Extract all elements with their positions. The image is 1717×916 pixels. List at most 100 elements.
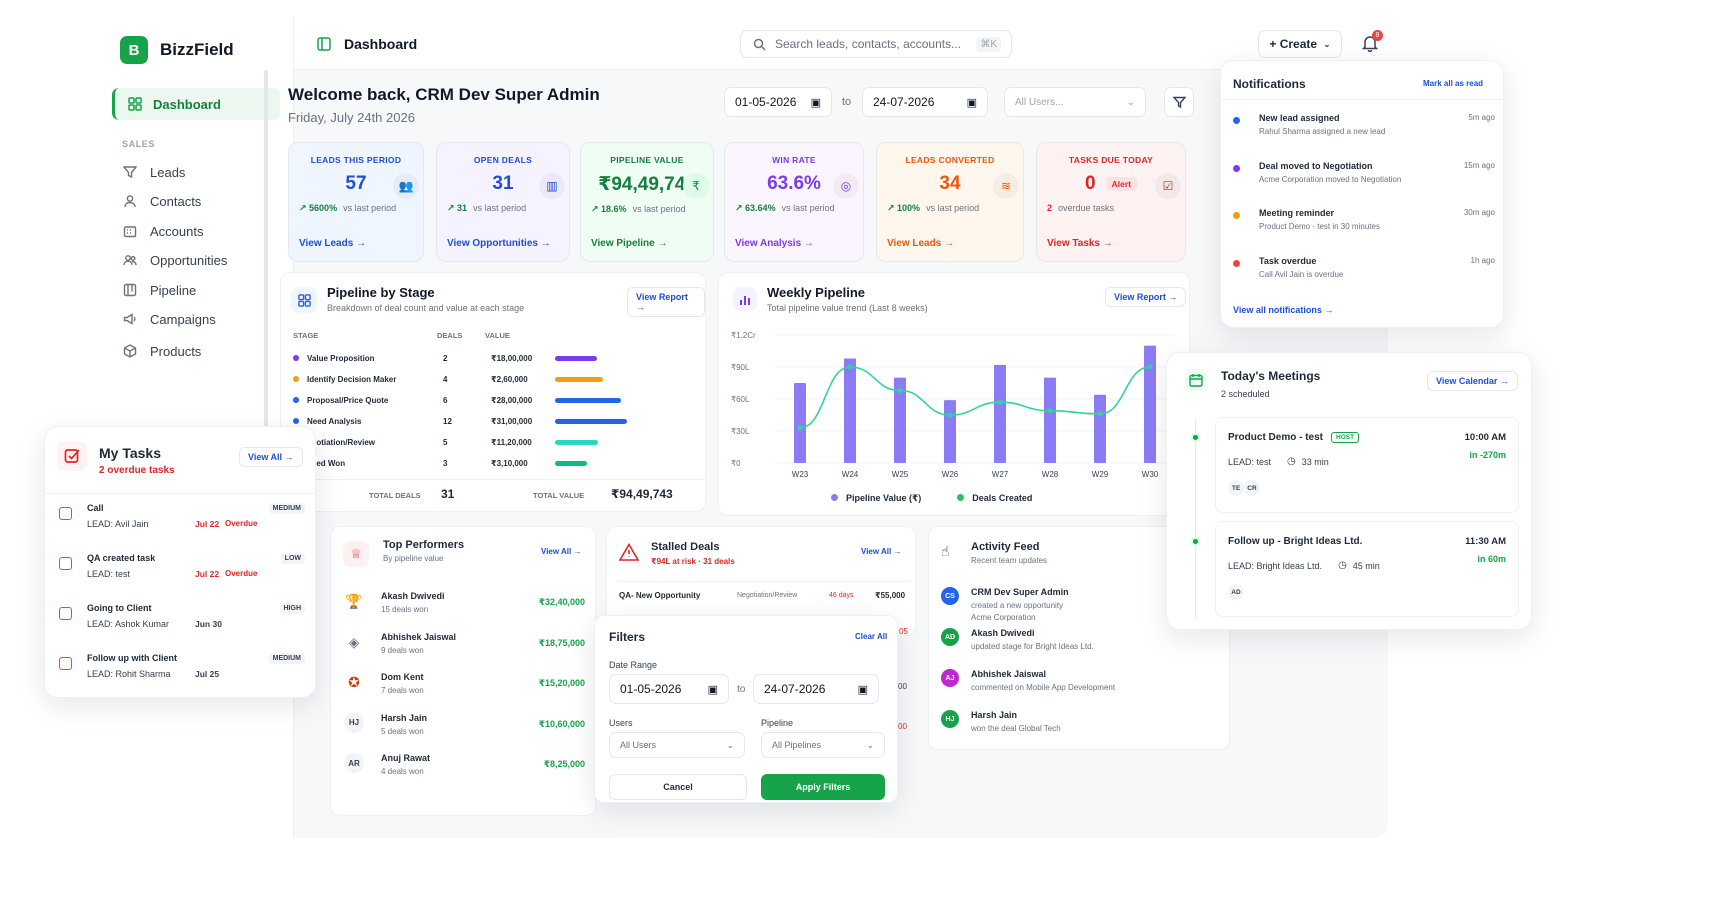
stat-card[interactable]: WIN RATE 63.6% ↗ 63.64% vs last period View … bbox=[724, 142, 864, 262]
view-report-button[interactable]: View Report → bbox=[627, 287, 705, 317]
view-calendar-button[interactable]: View Calendar → bbox=[1427, 371, 1518, 391]
weekly-pipeline-chart: ₹1.2Cr ₹90L ₹60L ₹30L ₹0 W23 W24 W25 W26 W27 W28 W2… bbox=[731, 331, 1175, 479]
stat-link[interactable]: View Opportunities → bbox=[447, 238, 551, 249]
sidebar-item-products[interactable]: Products bbox=[122, 343, 201, 359]
separator: · bbox=[698, 557, 701, 566]
stage-row[interactable]: Value Proposition 2 ₹18,00,000 bbox=[293, 351, 693, 365]
meeting-card[interactable]: Product Demo - test HOST LEAD: test ◷ 33 min… bbox=[1215, 417, 1519, 513]
task-row[interactable]: Follow up with Client LEAD: Rohit Sharma J… bbox=[59, 653, 305, 693]
notification-time: 15m ago bbox=[1463, 160, 1495, 170]
sidebar-item-accounts[interactable]: Accounts bbox=[122, 223, 203, 239]
stat-card[interactable]: LEADS THIS PERIOD 57 ↗ 5600% vs last period… bbox=[288, 142, 424, 262]
stage-row[interactable]: Need Analysis 12 ₹31,00,000 bbox=[293, 414, 693, 428]
filter-date-to[interactable]: 24-07-2026 ▣ bbox=[753, 674, 879, 704]
activity-row[interactable]: HJ Harsh Jain won the deal Global Tech bbox=[941, 710, 1221, 746]
sidebar-item-pipeline[interactable]: Pipeline bbox=[122, 282, 196, 298]
view-report-button[interactable]: View Report → bbox=[1105, 287, 1187, 307]
filter-button[interactable] bbox=[1164, 87, 1194, 117]
sidebar-item-dashboard[interactable]: Dashboard bbox=[112, 88, 280, 120]
stage-row[interactable]: osed Won 3 ₹3,10,000 bbox=[293, 456, 693, 470]
stat-link[interactable]: View Pipeline → bbox=[591, 238, 668, 249]
view-all-notifications-link[interactable]: View all notifications → bbox=[1233, 305, 1334, 315]
stage-row[interactable]: Identify Decision Maker 4 ₹2,60,000 bbox=[293, 372, 693, 386]
activity-row[interactable]: AD Akash Dwivedi updated stage for Bright … bbox=[941, 628, 1221, 664]
notification-item[interactable]: New lead assigned Rahul Sharma assigned a… bbox=[1233, 113, 1495, 151]
performer-row[interactable]: 🏆 Akash Dwivedi 15 deals won ₹32,40,000 bbox=[343, 589, 585, 619]
task-checkbox[interactable] bbox=[59, 557, 72, 570]
stat-card[interactable]: PIPELINE VALUE ₹94,49,743 ↗ 18.6% vs last p… bbox=[580, 142, 714, 262]
app-logo[interactable]: B BizzField bbox=[120, 36, 234, 64]
date-to-input[interactable]: 24-07-2026 ▣ bbox=[862, 87, 988, 117]
stage-bar bbox=[555, 397, 621, 403]
stat-card[interactable]: OPEN DEALS 31 ↗ 31 vs last period View Oppor… bbox=[436, 142, 570, 262]
stat-link[interactable]: View Leads → bbox=[299, 238, 367, 249]
trophy-icon: ♕ bbox=[343, 541, 369, 567]
stage-name: Proposal/Price Quote bbox=[307, 395, 389, 405]
building-icon bbox=[122, 223, 138, 239]
sidebar-item-campaigns[interactable]: Campaigns bbox=[122, 311, 216, 327]
stat-link[interactable]: View Leads → bbox=[887, 238, 955, 249]
stat-compare-text: vs last period bbox=[926, 203, 980, 213]
performer-name: Harsh Jain bbox=[381, 712, 428, 723]
stage-deals: 12 bbox=[443, 416, 452, 426]
bar-W24 bbox=[844, 358, 856, 463]
notification-title: Deal moved to Negotiation bbox=[1259, 160, 1373, 171]
activity-row[interactable]: CS CRM Dev Super Admin created a new oppor… bbox=[941, 587, 1221, 623]
date-from-input[interactable]: 01-05-2026 ▣ bbox=[724, 87, 832, 117]
performer-row[interactable]: AR Anuj Rawat 4 deals won ₹8,25,000 bbox=[343, 751, 585, 781]
task-checkbox[interactable] bbox=[59, 507, 72, 520]
stalled-deal-row[interactable]: QA- New Opportunity Negotiation/Review 4… bbox=[619, 591, 909, 600]
sidebar-toggle-icon[interactable] bbox=[316, 36, 332, 52]
task-checkbox[interactable] bbox=[59, 607, 72, 620]
task-row[interactable]: Call LEAD: Avil Jain Jul 22 Overdue MEDIUM bbox=[59, 503, 305, 543]
performer-row[interactable]: ✪ Dom Kent 7 deals won ₹15,20,000 bbox=[343, 670, 585, 700]
x-tick-label: W28 bbox=[1042, 470, 1059, 479]
stat-card[interactable]: TASKS DUE TODAY 0 Alert 2 overdue tasks View … bbox=[1036, 142, 1186, 262]
clear-all-button[interactable]: Clear All bbox=[855, 632, 888, 641]
activity-avatar: AD bbox=[941, 628, 959, 646]
stage-deals: 2 bbox=[443, 353, 448, 363]
stalled-peek: 00 bbox=[898, 682, 907, 691]
task-row[interactable]: Going to Client LEAD: Ashok Kumar Jun 30 HI… bbox=[59, 603, 305, 643]
task-row[interactable]: QA created task LEAD: test Jul 22 Overdue LO… bbox=[59, 553, 305, 593]
stat-link[interactable]: View Analysis → bbox=[735, 238, 814, 249]
notifications-button[interactable]: 8 bbox=[1361, 30, 1383, 57]
stage-row[interactable]: Proposal/Price Quote 6 ₹28,00,000 bbox=[293, 393, 693, 407]
meeting-meta: LEAD: test ◷ 33 min bbox=[1228, 456, 1329, 467]
cancel-button[interactable]: Cancel bbox=[609, 774, 747, 800]
performer-row[interactable]: ◈ Abhishek Jaiswal 9 deals won ₹18,75,000 bbox=[343, 630, 585, 660]
filter-date-from[interactable]: 01-05-2026 ▣ bbox=[609, 674, 729, 704]
notification-item[interactable]: Task overdue Call Avil Jain is overdue 1h … bbox=[1233, 256, 1495, 294]
notification-item[interactable]: Deal moved to Negotiation Acme Corporatio… bbox=[1233, 161, 1495, 199]
activity-row[interactable]: AJ Abhishek Jaiswal commented on Mobile Ap… bbox=[941, 669, 1221, 705]
task-checkbox[interactable] bbox=[59, 657, 72, 670]
view-all-button[interactable]: View All → bbox=[861, 547, 902, 556]
view-all-button[interactable]: View All → bbox=[239, 447, 303, 467]
stat-card[interactable]: LEADS CONVERTED 34 ↗ 100% vs last period Vie… bbox=[876, 142, 1024, 262]
apply-filters-button[interactable]: Apply Filters bbox=[761, 774, 885, 800]
view-all-button[interactable]: View All → bbox=[541, 547, 582, 556]
create-button[interactable]: + Create ⌄ bbox=[1258, 30, 1342, 58]
meeting-card[interactable]: Follow up - Bright Ideas Ltd. LEAD: Brigh… bbox=[1215, 521, 1519, 617]
divider bbox=[45, 493, 315, 494]
filter-pipeline-select[interactable]: All Pipelines ⌄ bbox=[761, 732, 885, 758]
filter-users-select[interactable]: All Users ⌄ bbox=[609, 732, 745, 758]
mark-all-read-button[interactable]: Mark all as read bbox=[1423, 79, 1484, 88]
stat-link[interactable]: View Tasks → bbox=[1047, 238, 1113, 249]
search-input[interactable]: Search leads, contacts, accounts... ⌘K bbox=[740, 30, 1012, 58]
point-W26 bbox=[947, 412, 953, 418]
activity-text: created a new opportunity bbox=[971, 601, 1064, 610]
performer-value: ₹10,60,000 bbox=[538, 718, 585, 729]
sidebar-item-contacts[interactable]: Contacts bbox=[122, 193, 201, 209]
notification-item[interactable]: Meeting reminder Product Demo - test in 3… bbox=[1233, 208, 1495, 246]
stat-value: 31 bbox=[492, 173, 514, 194]
sidebar-scrollbar[interactable] bbox=[264, 70, 268, 450]
sidebar-item-leads[interactable]: Leads bbox=[122, 164, 185, 180]
date-to-value: 24-07-2026 bbox=[873, 95, 935, 109]
stat-label: PIPELINE VALUE bbox=[610, 155, 684, 165]
sidebar-item-opportunities[interactable]: Opportunities bbox=[122, 252, 227, 268]
stage-row[interactable]: egotiation/Review 5 ₹11,20,000 bbox=[293, 435, 693, 449]
x-tick-label: W29 bbox=[1092, 470, 1109, 479]
users-select[interactable]: All Users... ⌄ bbox=[1004, 87, 1146, 117]
performer-row[interactable]: HJ Harsh Jain 5 deals won ₹10,60,000 bbox=[343, 711, 585, 741]
